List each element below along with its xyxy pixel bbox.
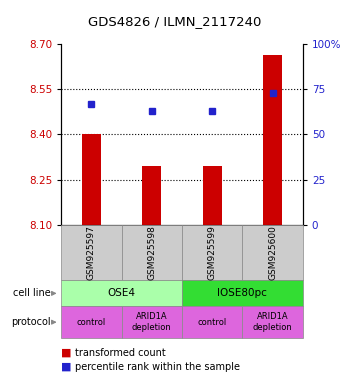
Bar [142,166,161,225]
Text: GSM925600: GSM925600 [268,225,277,280]
Text: OSE4: OSE4 [107,288,136,298]
Text: ARID1A
depletion: ARID1A depletion [253,313,293,332]
Bar [82,134,101,225]
Text: ■: ■ [61,362,72,372]
Text: GSM925597: GSM925597 [87,225,96,280]
Text: IOSE80pc: IOSE80pc [217,288,267,298]
Text: protocol: protocol [11,317,51,327]
Text: ARID1A
depletion: ARID1A depletion [132,313,172,332]
Text: GSM925599: GSM925599 [208,225,217,280]
Text: percentile rank within the sample: percentile rank within the sample [75,362,240,372]
Text: GSM925598: GSM925598 [147,225,156,280]
Text: cell line: cell line [13,288,51,298]
Text: ■: ■ [61,348,72,358]
Text: GDS4826 / ILMN_2117240: GDS4826 / ILMN_2117240 [88,15,262,28]
Bar [263,55,282,225]
Text: control: control [197,318,227,327]
Bar [203,166,222,225]
Text: transformed count: transformed count [75,348,166,358]
Text: control: control [77,318,106,327]
